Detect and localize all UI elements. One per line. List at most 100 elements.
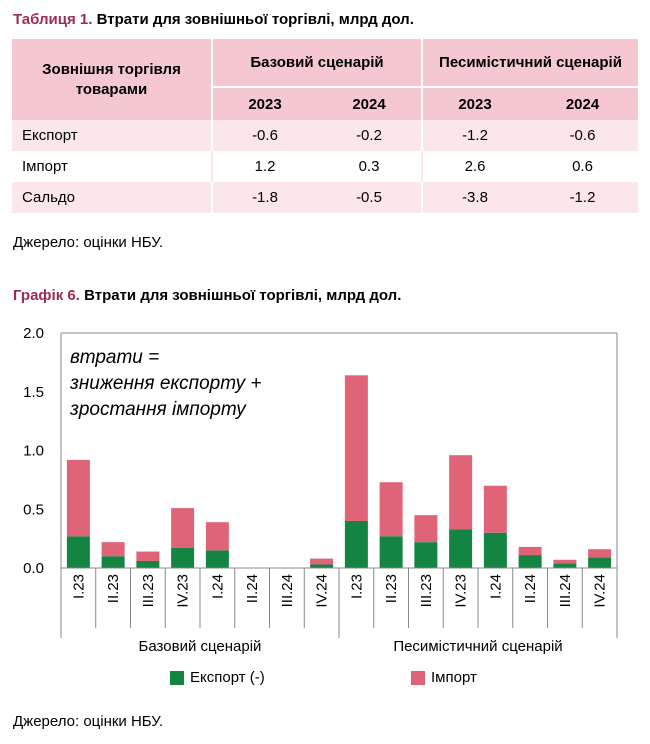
- x-tick-label: I.24: [487, 574, 504, 599]
- table-cell: -1.2: [527, 182, 638, 213]
- x-tick-label: IV.24: [314, 574, 331, 608]
- x-tick-label: IV.23: [175, 574, 192, 608]
- x-tick-label: I.23: [70, 574, 87, 599]
- table-cell: -1.8: [212, 182, 317, 213]
- row-label-export: Експорт: [12, 120, 213, 151]
- row-label-import: Імпорт: [12, 151, 213, 182]
- legend-swatch-import: [411, 670, 425, 685]
- table-cell: -0.2: [317, 120, 423, 151]
- bar-export: [205, 550, 229, 568]
- table-cell: 0.6: [527, 151, 638, 182]
- chart-title: Графік 6. Втрати для зовнішньої торгівлі…: [13, 287, 401, 304]
- bar-import: [310, 558, 334, 565]
- bar-export: [379, 536, 403, 568]
- table-source: Джерело: оцінки НБУ.: [13, 234, 164, 251]
- x-tick-label: III.23: [140, 574, 157, 607]
- bar-import: [518, 546, 542, 556]
- annotation-line: зростання імпорту: [70, 399, 246, 420]
- chart-annotation: втрати = зниження експорту + зростання і…: [70, 345, 262, 423]
- table-cell: 2.6: [422, 151, 527, 182]
- legend-label-export: Експорт (-): [190, 669, 265, 686]
- x-tick-label: I.24: [209, 574, 226, 599]
- table-cell: 0.3: [317, 151, 423, 182]
- x-tick-label: III.23: [418, 574, 435, 607]
- x-tick-label: IV.24: [592, 574, 609, 608]
- y-tick-label: 2.0: [23, 325, 44, 342]
- bar-import: [483, 485, 507, 533]
- bar-import: [101, 542, 125, 557]
- table-row: Сальдо -1.8 -0.5 -3.8 -1.2: [12, 182, 638, 213]
- bar-import: [449, 455, 473, 530]
- table-title-text: Втрати для зовнішньої торгівлі, млрд дол…: [96, 11, 414, 28]
- bar-import: [171, 508, 195, 549]
- scenario-header-base: Базовий сценарій: [212, 39, 423, 88]
- x-tick-label: III.24: [557, 574, 574, 607]
- row-label-balance: Сальдо: [12, 182, 213, 213]
- x-tick-label: II.23: [105, 574, 122, 603]
- trade-losses-chart: 2.0 1.5 1.0 0.5 0.0 I.23 II.23 III.23 IV.23 I.24…: [23, 325, 618, 655]
- plot-frame: [60, 332, 618, 638]
- bar-export: [553, 563, 577, 568]
- chart-title-label: Графік 6.: [13, 287, 80, 304]
- y-tick-label: 1.0: [23, 443, 44, 460]
- table-row: Експорт -0.6 -0.2 -1.2 -0.6: [12, 120, 638, 151]
- legend-swatch-export: [170, 670, 184, 685]
- x-tick-label: II.24: [244, 574, 261, 603]
- bar-export: [414, 542, 438, 568]
- y-tick-label: 0.0: [23, 560, 44, 577]
- bar-export: [136, 560, 160, 568]
- bar-import: [553, 559, 577, 564]
- legend-item-import: Імпорт: [411, 669, 477, 686]
- bar-export: [518, 555, 542, 568]
- bar-export: [66, 536, 90, 568]
- legend-item-export: Експорт (-): [170, 669, 265, 686]
- bar-export: [171, 548, 195, 568]
- y-axis: 2.0 1.5 1.0 0.5 0.0: [23, 325, 44, 577]
- bar-export: [449, 529, 473, 568]
- table-row: Імпорт 1.2 0.3 2.6 0.6: [12, 151, 638, 182]
- bar-export: [344, 521, 368, 568]
- bar-import: [205, 522, 229, 551]
- table-cell: -1.2: [422, 120, 527, 151]
- annotation-line: зниження експорту +: [70, 373, 262, 394]
- trade-losses-table: Зовнішня торгівля товарами Базовий сцена…: [12, 39, 638, 213]
- year-header: 2024: [317, 87, 423, 120]
- annotation-line: втрати =: [70, 347, 160, 368]
- bar-import: [136, 551, 160, 561]
- bar-export: [483, 532, 507, 568]
- x-tick-label: I.23: [348, 574, 365, 599]
- y-tick-label: 0.5: [23, 501, 44, 518]
- corner-header: Зовнішня торгівля товарами: [12, 39, 213, 120]
- year-header: 2024: [527, 87, 638, 120]
- bar-export: [101, 556, 125, 568]
- x-tick-label: III.24: [279, 574, 296, 607]
- bar-export: [588, 557, 612, 568]
- scenario-header-pessimistic: Песимістичний сценарій: [422, 39, 638, 88]
- chart-title-text: Втрати для зовнішньої торгівлі, млрд дол…: [84, 287, 402, 304]
- year-header: 2023: [212, 87, 317, 120]
- group-label: Базовий сценарій: [139, 638, 262, 655]
- year-header: 2023: [422, 87, 527, 120]
- x-axis: I.23 II.23 III.23 IV.23 I.24 II.24 III.24 IV.24…: [70, 574, 608, 655]
- bars: [66, 375, 612, 568]
- bar-import: [414, 515, 438, 543]
- bar-import: [66, 459, 90, 537]
- group-label: Песимістичний сценарій: [393, 638, 562, 655]
- table-cell: -0.5: [317, 182, 423, 213]
- table-cell: -0.6: [527, 120, 638, 151]
- x-tick-label: II.23: [383, 574, 400, 603]
- table-cell: -0.6: [212, 120, 317, 151]
- bar-import: [344, 375, 368, 521]
- table-title-label: Таблиця 1.: [13, 11, 93, 28]
- bar-import: [379, 482, 403, 537]
- bar-export: [310, 564, 334, 568]
- x-tick-label: II.24: [522, 574, 539, 603]
- table-cell: -3.8: [422, 182, 527, 213]
- legend-label-import: Імпорт: [431, 669, 477, 686]
- table-title: Таблиця 1. Втрати для зовнішньої торгівл…: [13, 11, 414, 28]
- y-tick-label: 1.5: [23, 384, 44, 401]
- table-cell: 1.2: [212, 151, 317, 182]
- bar-import: [588, 549, 612, 558]
- chart-source: Джерело: оцінки НБУ.: [13, 713, 164, 730]
- x-tick-label: IV.23: [453, 574, 470, 608]
